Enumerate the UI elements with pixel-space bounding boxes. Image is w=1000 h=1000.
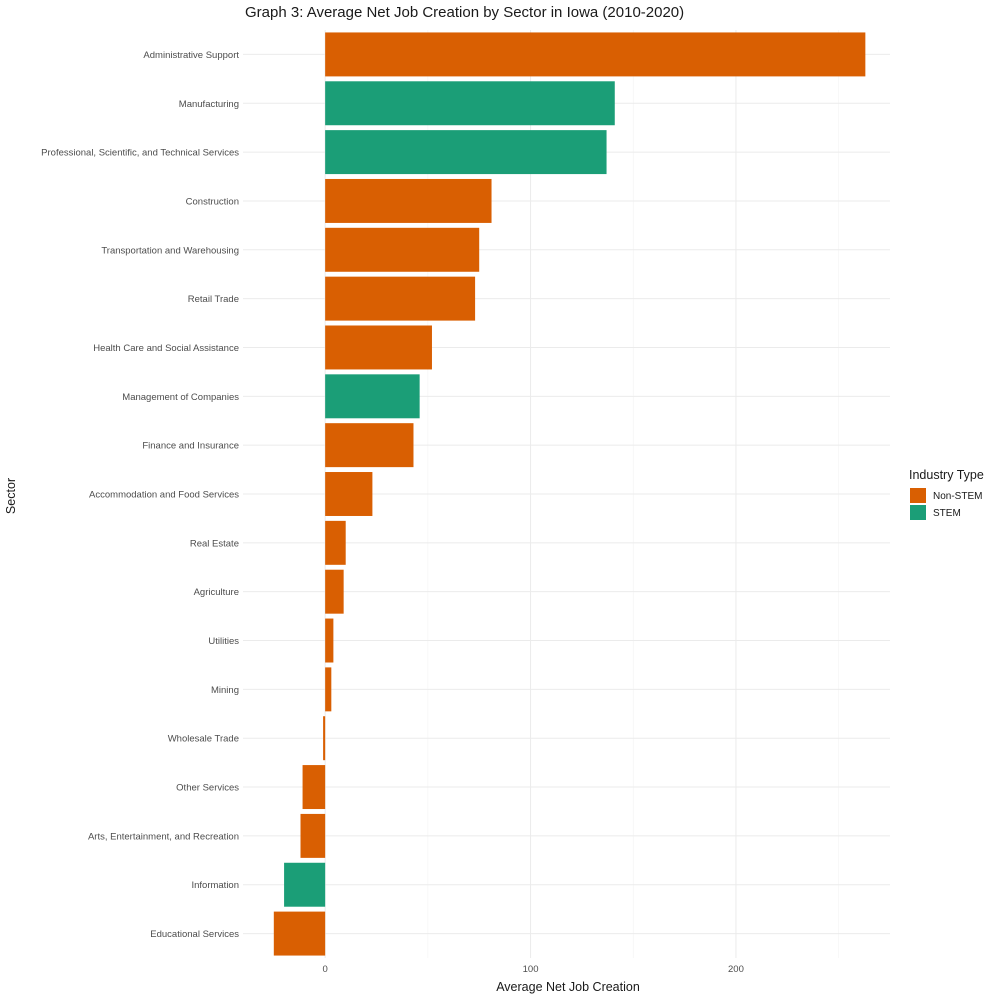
category-label: Educational Services — [150, 929, 239, 940]
category-label: Mining — [211, 685, 239, 696]
bar — [301, 814, 326, 858]
bar — [323, 716, 325, 760]
category-label: Management of Companies — [122, 392, 239, 403]
bar — [325, 472, 372, 516]
bar — [325, 521, 346, 565]
legend: Industry Type Non-STEM STEM — [909, 468, 984, 520]
legend-swatch — [910, 505, 926, 520]
category-label: Professional, Scientific, and Technical … — [41, 148, 239, 159]
category-label: Agriculture — [194, 587, 239, 598]
category-label: Other Services — [176, 783, 239, 794]
x-tick-label: 0 — [323, 964, 328, 975]
legend-label: STEM — [933, 508, 961, 519]
chart-title: Graph 3: Average Net Job Creation by Sec… — [245, 4, 684, 21]
bar — [325, 228, 479, 272]
category-label: Finance and Insurance — [142, 441, 239, 452]
category-label: Health Care and Social Assistance — [93, 343, 239, 354]
chart-canvas: Administrative Support Manufacturing Profe… — [0, 0, 1000, 1000]
legend-label: Non-STEM — [933, 491, 982, 502]
legend-title: Industry Type — [909, 468, 984, 482]
x-axis-title: Average Net Job Creation — [496, 980, 640, 994]
bar — [325, 667, 331, 711]
bar — [325, 374, 419, 418]
bar — [325, 619, 333, 663]
category-label: Real Estate — [190, 538, 239, 549]
category-label: Wholesale Trade — [168, 734, 239, 745]
bar — [325, 570, 343, 614]
category-label: Retail Trade — [188, 294, 239, 305]
category-label: Transportation and Warehousing — [101, 245, 239, 256]
category-label: Utilities — [208, 636, 239, 647]
category-label: Administrative Support — [143, 50, 239, 61]
bar — [325, 179, 491, 223]
bar — [325, 423, 413, 467]
legend-swatch — [910, 488, 926, 503]
y-axis-title: Sector — [4, 478, 18, 514]
bar — [325, 81, 615, 125]
bar — [303, 765, 326, 809]
bar — [325, 130, 606, 174]
category-labels: Administrative Support Manufacturing Profe… — [41, 50, 239, 940]
category-label: Manufacturing — [179, 99, 239, 110]
bar — [325, 277, 475, 321]
bar — [274, 912, 325, 956]
bar — [284, 863, 325, 907]
x-tick-label: 200 — [728, 964, 744, 975]
category-label: Arts, Entertainment, and Recreation — [88, 831, 239, 842]
bar — [325, 325, 432, 369]
bar — [325, 32, 865, 76]
category-label: Information — [191, 880, 239, 891]
x-tick-label: 100 — [523, 964, 539, 975]
category-label: Accommodation and Food Services — [89, 490, 239, 501]
category-label: Construction — [186, 196, 239, 207]
x-tick-labels: 0 100 200 — [323, 964, 744, 975]
